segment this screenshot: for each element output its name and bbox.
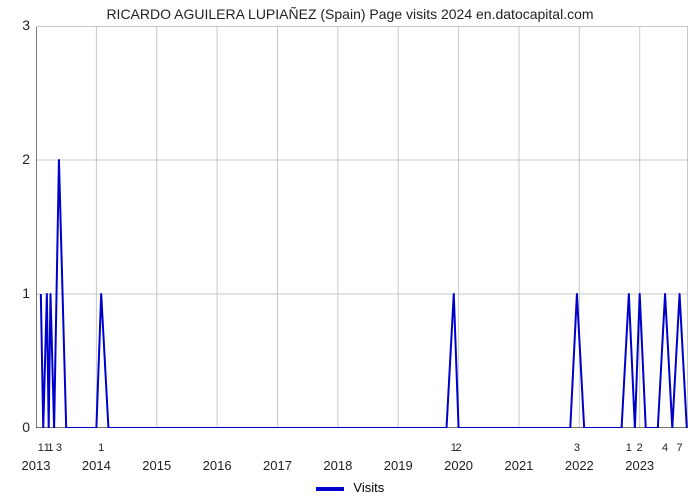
x-year-label: 2018 bbox=[323, 458, 352, 473]
value-label: 1 bbox=[98, 442, 104, 454]
value-label: 2 bbox=[456, 442, 462, 454]
value-label: 1 bbox=[626, 442, 632, 454]
x-year-label: 2019 bbox=[384, 458, 413, 473]
chart-legend: Visits bbox=[0, 480, 700, 495]
chart-title: RICARDO AGUILERA LUPIAÑEZ (Spain) Page v… bbox=[0, 6, 700, 22]
y-tick-label: 2 bbox=[10, 151, 30, 167]
x-year-label: 2014 bbox=[82, 458, 111, 473]
legend-swatch bbox=[316, 487, 344, 491]
chart-plot bbox=[36, 26, 688, 428]
legend-label: Visits bbox=[353, 480, 384, 495]
x-year-label: 2020 bbox=[444, 458, 473, 473]
chart-figure: RICARDO AGUILERA LUPIAÑEZ (Spain) Page v… bbox=[0, 0, 700, 500]
x-year-label: 2015 bbox=[142, 458, 171, 473]
y-tick-label: 0 bbox=[10, 419, 30, 435]
x-year-label: 2023 bbox=[625, 458, 654, 473]
x-year-label: 2021 bbox=[504, 458, 533, 473]
value-label: 2 bbox=[637, 442, 643, 454]
x-year-label: 2013 bbox=[22, 458, 51, 473]
value-label: 3 bbox=[56, 442, 62, 454]
y-tick-label: 1 bbox=[10, 285, 30, 301]
x-year-label: 2022 bbox=[565, 458, 594, 473]
value-label: 1 bbox=[47, 442, 53, 454]
x-year-label: 2017 bbox=[263, 458, 292, 473]
value-label: 7 bbox=[676, 442, 682, 454]
value-label: 3 bbox=[574, 442, 580, 454]
x-year-label: 2016 bbox=[203, 458, 232, 473]
y-tick-label: 3 bbox=[10, 17, 30, 33]
value-label: 4 bbox=[662, 442, 668, 454]
